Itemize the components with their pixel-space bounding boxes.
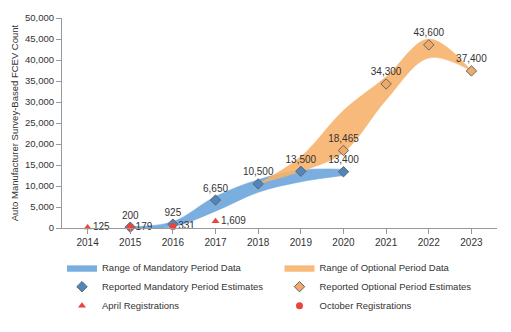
svg-text:2021: 2021 — [375, 237, 398, 248]
svg-text:200: 200 — [122, 210, 139, 221]
svg-text:Range of Mandatory Period Data: Range of Mandatory Period Data — [102, 262, 242, 273]
svg-text:2015: 2015 — [119, 237, 142, 248]
svg-text:925: 925 — [165, 207, 182, 218]
svg-text:13,400: 13,400 — [328, 154, 359, 165]
svg-text:125: 125 — [93, 221, 110, 232]
svg-text:Range of Optional Period Data: Range of Optional Period Data — [320, 262, 450, 273]
svg-text:20,000: 20,000 — [25, 138, 54, 149]
svg-text:5,000: 5,000 — [30, 201, 54, 212]
svg-text:34,300: 34,300 — [371, 66, 402, 77]
svg-text:18,465: 18,465 — [328, 133, 359, 144]
svg-text:2014: 2014 — [76, 237, 99, 248]
svg-text:0: 0 — [49, 222, 54, 233]
svg-text:50,000: 50,000 — [25, 12, 54, 23]
svg-text:45,000: 45,000 — [25, 33, 54, 44]
svg-text:2016: 2016 — [162, 237, 185, 248]
svg-text:2020: 2020 — [332, 237, 355, 248]
svg-text:30,000: 30,000 — [25, 96, 54, 107]
svg-text:1,609: 1,609 — [221, 215, 246, 226]
svg-text:37,400: 37,400 — [456, 53, 487, 64]
svg-text:2017: 2017 — [204, 237, 227, 248]
svg-text:Reported Optional Period Estim: Reported Optional Period Estimates — [320, 281, 472, 292]
svg-text:179: 179 — [136, 221, 153, 232]
svg-text:43,600: 43,600 — [413, 27, 444, 38]
svg-text:2022: 2022 — [418, 237, 441, 248]
svg-text:April Registrations: April Registrations — [102, 300, 179, 311]
svg-text:10,000: 10,000 — [25, 180, 54, 191]
svg-text:331: 331 — [178, 220, 195, 231]
svg-text:10,500: 10,500 — [243, 166, 274, 177]
svg-text:35,000: 35,000 — [25, 75, 54, 86]
svg-text:2019: 2019 — [290, 237, 313, 248]
svg-text:October Registrations: October Registrations — [320, 300, 412, 311]
svg-text:6,650: 6,650 — [203, 183, 228, 194]
svg-text:Reported Mandatory Period Esti: Reported Mandatory Period Estimates — [102, 281, 263, 292]
svg-text:40,000: 40,000 — [25, 54, 54, 65]
svg-text:13,500: 13,500 — [286, 154, 317, 165]
svg-text:Auto Manufacturer Survey-Based: Auto Manufacturer Survey-Based FCEV Coun… — [9, 24, 20, 221]
svg-text:25,000: 25,000 — [25, 117, 54, 128]
svg-text:2018: 2018 — [247, 237, 270, 248]
svg-text:2023: 2023 — [460, 237, 483, 248]
svg-text:15,000: 15,000 — [25, 159, 54, 170]
